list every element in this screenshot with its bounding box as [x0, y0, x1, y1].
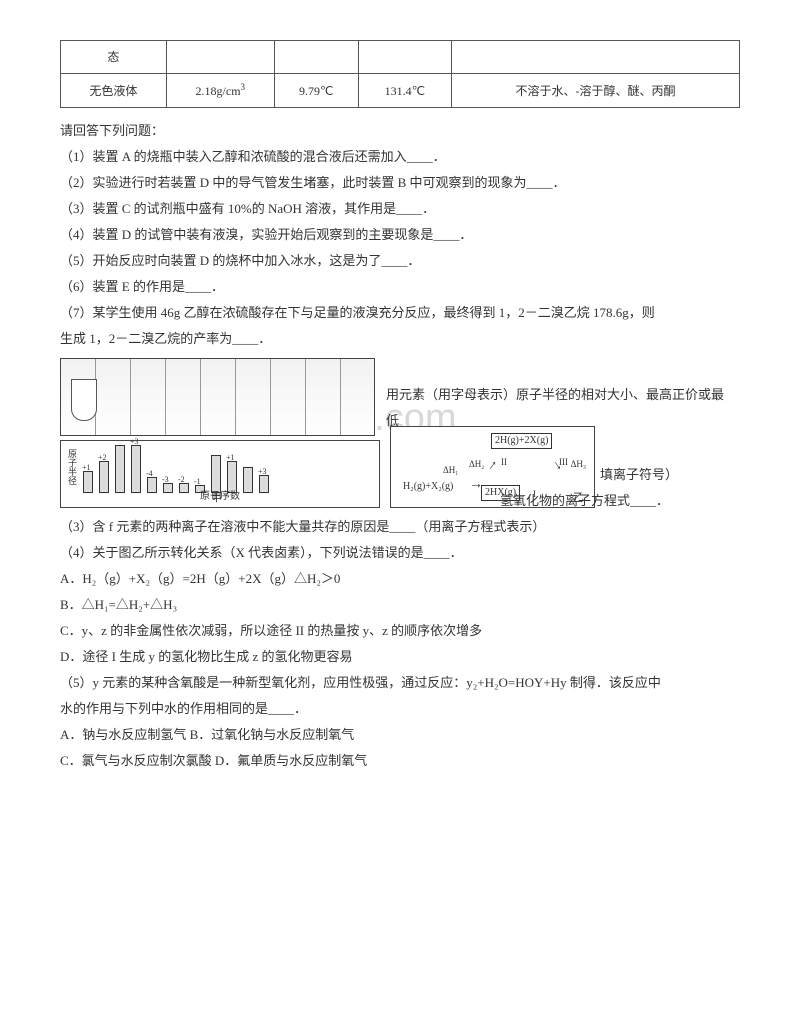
option-b: B．△H₁=△H₂+△H₃ [60, 592, 740, 618]
side-text-2b: 氢氧化物的离子方程式____． [500, 488, 669, 514]
question-7a: （7）某学生使用 46g 乙醇在浓硫酸存在下与足量的液溴充分反应，最终得到 1，… [60, 300, 740, 326]
bar: -3 [163, 483, 173, 493]
option-d: D．途径 I 生成 y 的氢化物比生成 z 的氢化物更容易 [60, 644, 740, 670]
side-text-1: 用元素（用字母表示）原子半径的相对大小、最高正价或最低 [386, 382, 736, 434]
cycle-top-box: 2H(g)+2X(g) [491, 433, 552, 449]
side-text-2a: 填离子符号） [600, 462, 678, 488]
option-c2: C．氯气与水反应制次氯酸 D．氟单质与水反应制氧气 [60, 748, 740, 774]
cell: 不溶于水、-溶于醇、醚、丙酮 [452, 74, 740, 108]
cell: 2.18g/cm3 [166, 74, 274, 108]
bar-label: -4 [146, 466, 153, 482]
arrow-icon: → [469, 471, 483, 499]
density-value: 2.18g/cm [196, 84, 241, 98]
density-unit-sup: 3 [241, 82, 246, 92]
bar [115, 445, 125, 493]
question-6: （6）装置 E 的作用是____． [60, 274, 740, 300]
bar: -4 [147, 477, 157, 493]
bars-group: +1+2+3-4-3-2-1+1+3 [83, 445, 371, 493]
bar: +3 [259, 475, 269, 493]
table-row: 态 [61, 41, 740, 74]
question-5b: 水的作用与下列中水的作用相同的是____． [60, 696, 740, 722]
option-a: A．H₂（g）+X₂（g）=2H（g）+2X（g）△H₂＞0 [60, 566, 740, 592]
properties-table: 态 无色液体 2.18g/cm3 9.79℃ 131.4℃ 不溶于水、-溶于醇、… [60, 40, 740, 108]
option-a2: A．钠与水反应制氢气 B．过氧化钠与水反应制氧气 [60, 722, 740, 748]
cell [358, 41, 451, 74]
bar-label: +3 [130, 434, 139, 450]
cell: 无色液体 [61, 74, 167, 108]
cell: 131.4℃ [358, 74, 451, 108]
y-axis-label: 原子半径 [63, 449, 81, 485]
question-5: （5）开始反应时向装置 D 的烧杯中加入冰水，这是为了____． [60, 248, 740, 274]
bar-label: -3 [162, 472, 169, 488]
bar: +2 [99, 461, 109, 493]
bar: +1 [83, 471, 93, 493]
cell [452, 41, 740, 74]
bar-label: +1 [226, 450, 235, 466]
label-jia: 甲 [211, 487, 222, 509]
bar-label: +1 [82, 460, 91, 476]
bar-label: +2 [98, 450, 107, 466]
delta-h3: ΔH₃ [571, 455, 586, 473]
bar-chart-jia: 原子半径 +1+2+3-4-3-2-1+1+3 原子序数 甲 [60, 440, 380, 508]
question-7b: 生成 1，2－二溴乙烷的产率为____． [60, 326, 740, 352]
bar [243, 467, 253, 493]
question-2: （2）实验进行时若装置 D 中的导气管发生堵塞，此时装置 B 中可观察到的现象为… [60, 170, 740, 196]
bar: +3 [131, 445, 141, 493]
question-5a: （5）y 元素的某种含氧酸是一种新型氧化剂，应用性极强，通过反应：y₂+H₂O=… [60, 670, 740, 696]
apparatus-diagram [60, 358, 375, 436]
bar-label: +3 [258, 464, 267, 480]
intro-text: 请回答下列问题： [60, 118, 740, 144]
question-3b: （3）含 f 元素的两种离子在溶液中不能大量共存的原因是____（用离子方程式表… [60, 514, 740, 540]
page-content: 态 无色液体 2.18g/cm3 9.79℃ 131.4℃ 不溶于水、-溶于醇、… [60, 40, 740, 774]
bar-label: -2 [178, 472, 185, 488]
cell [166, 41, 274, 74]
question-4: （4）装置 D 的试管中装有液溴，实验开始后观察到的主要现象是____． [60, 222, 740, 248]
question-1: （1）装置 A 的烧瓶中装入乙醇和浓硫酸的混合液后还需加入____． [60, 144, 740, 170]
question-4b: （4）关于图乙所示转化关系（X 代表卤素），下列说法错误的是____． [60, 540, 740, 566]
table-row: 无色液体 2.18g/cm3 9.79℃ 131.4℃ 不溶于水、-溶于醇、醚、… [61, 74, 740, 108]
figures: 原子半径 +1+2+3-4-3-2-1+1+3 原子序数 甲 2H(g)+2X(… [60, 358, 740, 508]
cell [274, 41, 358, 74]
bar: -2 [179, 483, 189, 493]
arrow-icon: → [543, 451, 574, 479]
delta-h1: ΔH₁ [443, 461, 458, 479]
cycle-bottom-left: H₂(g)+X₂(g) [403, 477, 453, 497]
option-c: C．y、z 的非金属性依次减弱，所以途径 II 的热量按 y、z 的顺序依次增多 [60, 618, 740, 644]
cell: 态 [61, 41, 167, 74]
question-3: （3）装置 C 的试剂瓶中盛有 10%的 NaOH 溶液，其作用是____． [60, 196, 740, 222]
cell: 9.79℃ [274, 74, 358, 108]
